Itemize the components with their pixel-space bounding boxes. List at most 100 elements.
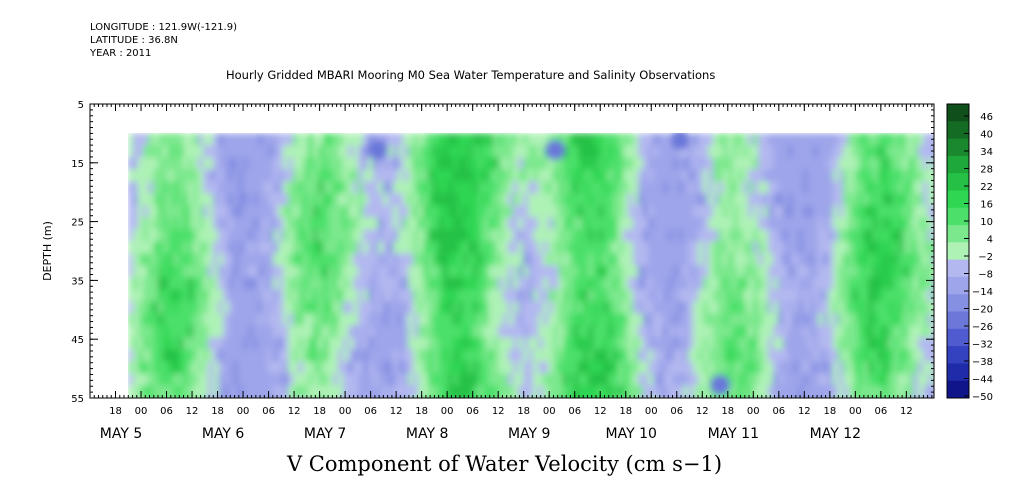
- heatmap-cell: [203, 217, 209, 231]
- heatmap-cell: [693, 145, 699, 159]
- heatmap-cell: [308, 217, 314, 231]
- heatmap-cell: [688, 133, 694, 147]
- heatmap-cell: [213, 361, 219, 375]
- heatmap-cell: [338, 205, 344, 219]
- heatmap-cell: [873, 289, 879, 303]
- heatmap-cell: [458, 385, 464, 398]
- heatmap-cell: [818, 373, 824, 387]
- heatmap-cell: [403, 325, 409, 339]
- heatmap-cell: [698, 217, 704, 231]
- heatmap-cell: [488, 157, 494, 171]
- heatmap-cell: [488, 253, 494, 267]
- heatmap-cell: [258, 145, 264, 159]
- heatmap-cell: [818, 325, 824, 339]
- heatmap-cell: [353, 313, 359, 327]
- heatmap-cell: [538, 169, 544, 183]
- heatmap-cell: [443, 301, 449, 315]
- heatmap-cell: [583, 241, 589, 255]
- heatmap-cell: [153, 325, 159, 339]
- heatmap-cell: [388, 349, 394, 363]
- heatmap-cell: [303, 301, 309, 315]
- heatmap-cell: [318, 385, 324, 398]
- heatmap-cell: [403, 217, 409, 231]
- heatmap-cell: [503, 229, 509, 243]
- heatmap-cell: [763, 277, 769, 291]
- heatmap-cell: [753, 181, 759, 195]
- heatmap-cell: [758, 385, 764, 398]
- heatmap-cell: [598, 229, 604, 243]
- heatmap-cell: [358, 229, 364, 243]
- heatmap-cell: [363, 349, 369, 363]
- heatmap-cell: [858, 133, 864, 147]
- heatmap-cell: [813, 289, 819, 303]
- heatmap-cell: [373, 205, 379, 219]
- x-tick-label: 06: [874, 406, 887, 417]
- x-day-label: MAY 8: [406, 426, 448, 442]
- heatmap-cell: [158, 193, 164, 207]
- heatmap-cell: [523, 229, 529, 243]
- heatmap-cell: [228, 181, 234, 195]
- heatmap-cell: [928, 277, 934, 291]
- heatmap-cell: [723, 229, 729, 243]
- heatmap-cell: [708, 301, 714, 315]
- heatmap-cell: [283, 277, 289, 291]
- heatmap-cell: [763, 289, 769, 303]
- heatmap-cell: [248, 217, 254, 231]
- heatmap-cell: [513, 217, 519, 231]
- heatmap-cell: [593, 241, 599, 255]
- heatmap-cell: [793, 145, 799, 159]
- heatmap-cell: [468, 229, 474, 243]
- heatmap-cell: [728, 181, 734, 195]
- heatmap-cell: [413, 169, 419, 183]
- heatmap-cell: [223, 205, 229, 219]
- heatmap-cell: [148, 229, 154, 243]
- heatmap-cell: [668, 301, 674, 315]
- heatmap-cell: [703, 253, 709, 267]
- heatmap-cell: [678, 349, 684, 363]
- heatmap-cell: [428, 217, 434, 231]
- heatmap-cell: [203, 313, 209, 327]
- heatmap-cell: [908, 169, 914, 183]
- heatmap-cell: [888, 277, 894, 291]
- heatmap-cell: [878, 205, 884, 219]
- heatmap-cell: [208, 193, 214, 207]
- heatmap-cell: [243, 385, 249, 398]
- chart-title: Hourly Gridded MBARI Mooring M0 Sea Wate…: [226, 68, 716, 82]
- heatmap-cell: [653, 385, 659, 398]
- heatmap-cell: [813, 361, 819, 375]
- heatmap-cell: [443, 181, 449, 195]
- heatmap-cell: [863, 397, 869, 398]
- heatmap-cell: [518, 229, 524, 243]
- heatmap-cell: [523, 301, 529, 315]
- heatmap-cell: [723, 361, 729, 375]
- heatmap-cell: [858, 289, 864, 303]
- heatmap-cell: [688, 337, 694, 351]
- heatmap-cell: [548, 157, 554, 171]
- heatmap-cell: [913, 385, 919, 398]
- heatmap-cell: [513, 145, 519, 159]
- heatmap-cell: [298, 205, 304, 219]
- heatmap-cell: [173, 229, 179, 243]
- heatmap-cell: [673, 205, 679, 219]
- heatmap-cell: [793, 193, 799, 207]
- heatmap-cell: [328, 373, 334, 387]
- heatmap-cell: [573, 193, 579, 207]
- heatmap-cell: [443, 157, 449, 171]
- heatmap-cell: [448, 217, 454, 231]
- heatmap-cell: [128, 397, 134, 398]
- heatmap-cell: [343, 313, 349, 327]
- heatmap-cell: [173, 145, 179, 159]
- heatmap-cell: [723, 313, 729, 327]
- heatmap-cell: [413, 373, 419, 387]
- heatmap-cell: [518, 385, 524, 398]
- heatmap-cell: [593, 253, 599, 267]
- heatmap-cell: [428, 277, 434, 291]
- heatmap-cell: [843, 277, 849, 291]
- heatmap-cell: [853, 193, 859, 207]
- heatmap-cell: [218, 325, 224, 339]
- heatmap-cell: [903, 313, 909, 327]
- heatmap-cell: [428, 325, 434, 339]
- heatmap-cell: [533, 241, 539, 255]
- heatmap-cell: [463, 133, 469, 147]
- heatmap-cell: [263, 145, 269, 159]
